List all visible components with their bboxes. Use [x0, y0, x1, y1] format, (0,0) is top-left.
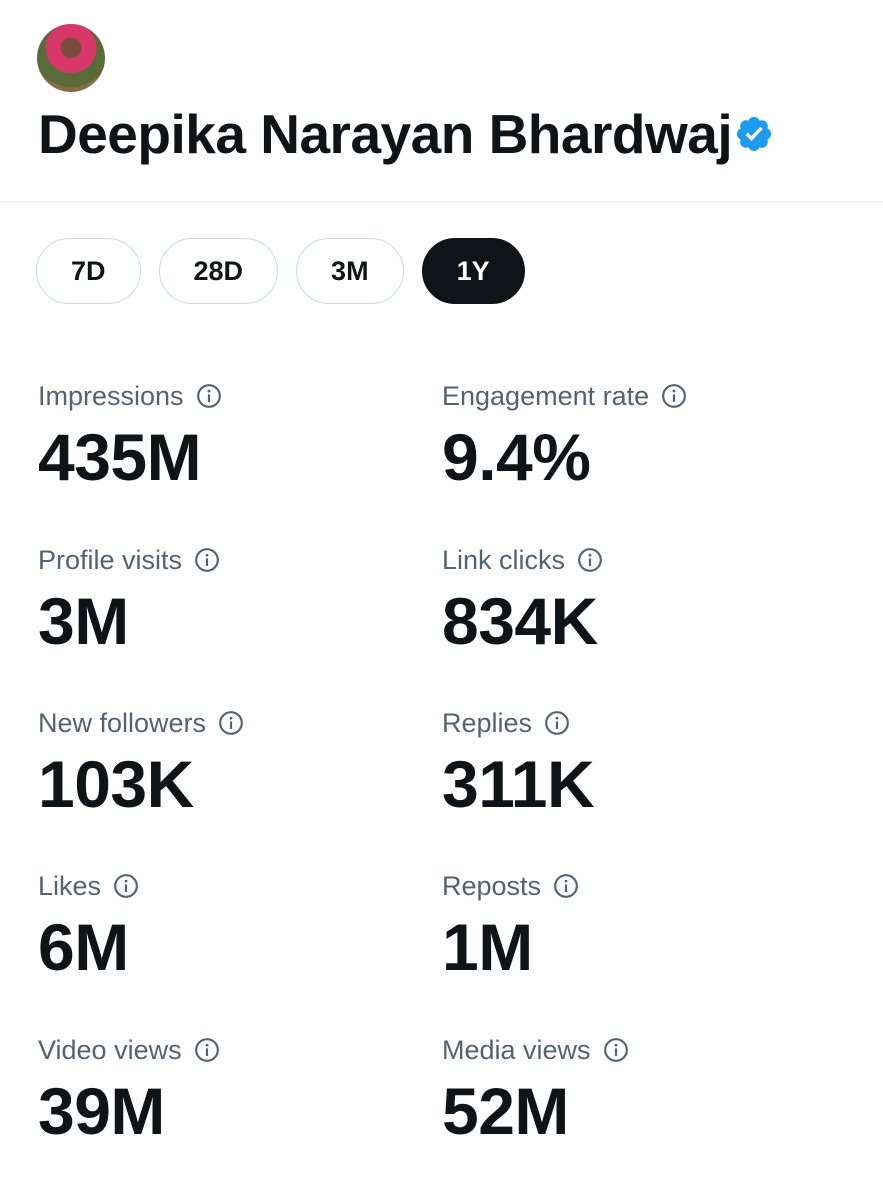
metric-label-row: Link clicks: [442, 544, 862, 576]
metric-value: 311K: [442, 747, 595, 821]
metric-label: Impressions: [38, 380, 184, 411]
metric-label: Profile visits: [38, 544, 183, 575]
info-icon[interactable]: [661, 383, 687, 409]
info-icon[interactable]: [544, 710, 570, 736]
range-tab[interactable]: 7D: [36, 238, 141, 304]
info-icon[interactable]: [603, 1037, 629, 1063]
avatar[interactable]: [37, 24, 105, 92]
metric: Engagement rate 9.4%: [442, 380, 862, 490]
metric: Link clicks 834K: [442, 544, 862, 654]
metric-label: Engagement rate: [442, 380, 650, 411]
profile-name: Deepika Narayan Bhardwaj: [38, 103, 733, 165]
info-icon[interactable]: [196, 383, 222, 409]
metric-label-row: Engagement rate: [442, 380, 862, 412]
range-tab[interactable]: 28D: [158, 238, 279, 304]
info-icon[interactable]: [577, 547, 603, 573]
metric: Replies 311K: [442, 707, 862, 821]
metric-label: Video views: [38, 1034, 182, 1065]
metric-label-row: Impressions: [38, 380, 458, 412]
metric: Profile visits 3M: [38, 544, 458, 654]
metric-label: Link clicks: [442, 544, 566, 575]
metric: Impressions 435M: [38, 380, 458, 490]
metric: Likes 6M: [38, 870, 458, 980]
metric: Video views 39M: [38, 1034, 458, 1144]
info-icon[interactable]: [194, 1037, 220, 1063]
info-icon[interactable]: [194, 547, 220, 573]
metric-value: 6M: [38, 910, 129, 984]
metric-label: Replies: [442, 707, 533, 738]
range-tab[interactable]: 3M: [296, 238, 404, 304]
metric-value: 39M: [38, 1074, 165, 1148]
metric-label: Likes: [38, 870, 102, 901]
metric-value: 834K: [442, 584, 598, 658]
metric-label-row: Replies: [442, 707, 862, 739]
range-tabs: 7D 28D 3M 1Y: [36, 238, 525, 304]
metric-label-row: Profile visits: [38, 544, 458, 576]
metric-value: 1M: [442, 910, 533, 984]
metric: New followers 103K: [38, 707, 458, 817]
metric-label-row: Video views: [38, 1034, 458, 1066]
metric-value: 103K: [38, 747, 194, 821]
metric-value: 52M: [442, 1074, 569, 1148]
profile-header: Deepika Narayan Bhardwaj: [38, 98, 774, 170]
metric-label: Reposts: [442, 870, 542, 901]
metric-value: 9.4%: [442, 420, 591, 494]
info-icon[interactable]: [113, 873, 139, 899]
metric-label-row: Media views: [442, 1034, 862, 1066]
metric-label: Media views: [442, 1034, 591, 1065]
metric-label-row: Reposts: [442, 870, 862, 902]
metric-label-row: New followers: [38, 707, 458, 739]
metric: Media views 52M: [442, 1034, 862, 1144]
metric-value: 435M: [38, 420, 202, 494]
metric-value: 3M: [38, 584, 129, 658]
info-icon[interactable]: [553, 873, 579, 899]
divider: [0, 201, 883, 203]
metric-label-row: Likes: [38, 870, 458, 902]
info-icon[interactable]: [218, 710, 244, 736]
metric-label: New followers: [38, 707, 207, 738]
metric: Reposts 1M: [442, 870, 862, 980]
range-tab[interactable]: 1Y: [421, 238, 525, 304]
verified-badge: [737, 116, 772, 152]
